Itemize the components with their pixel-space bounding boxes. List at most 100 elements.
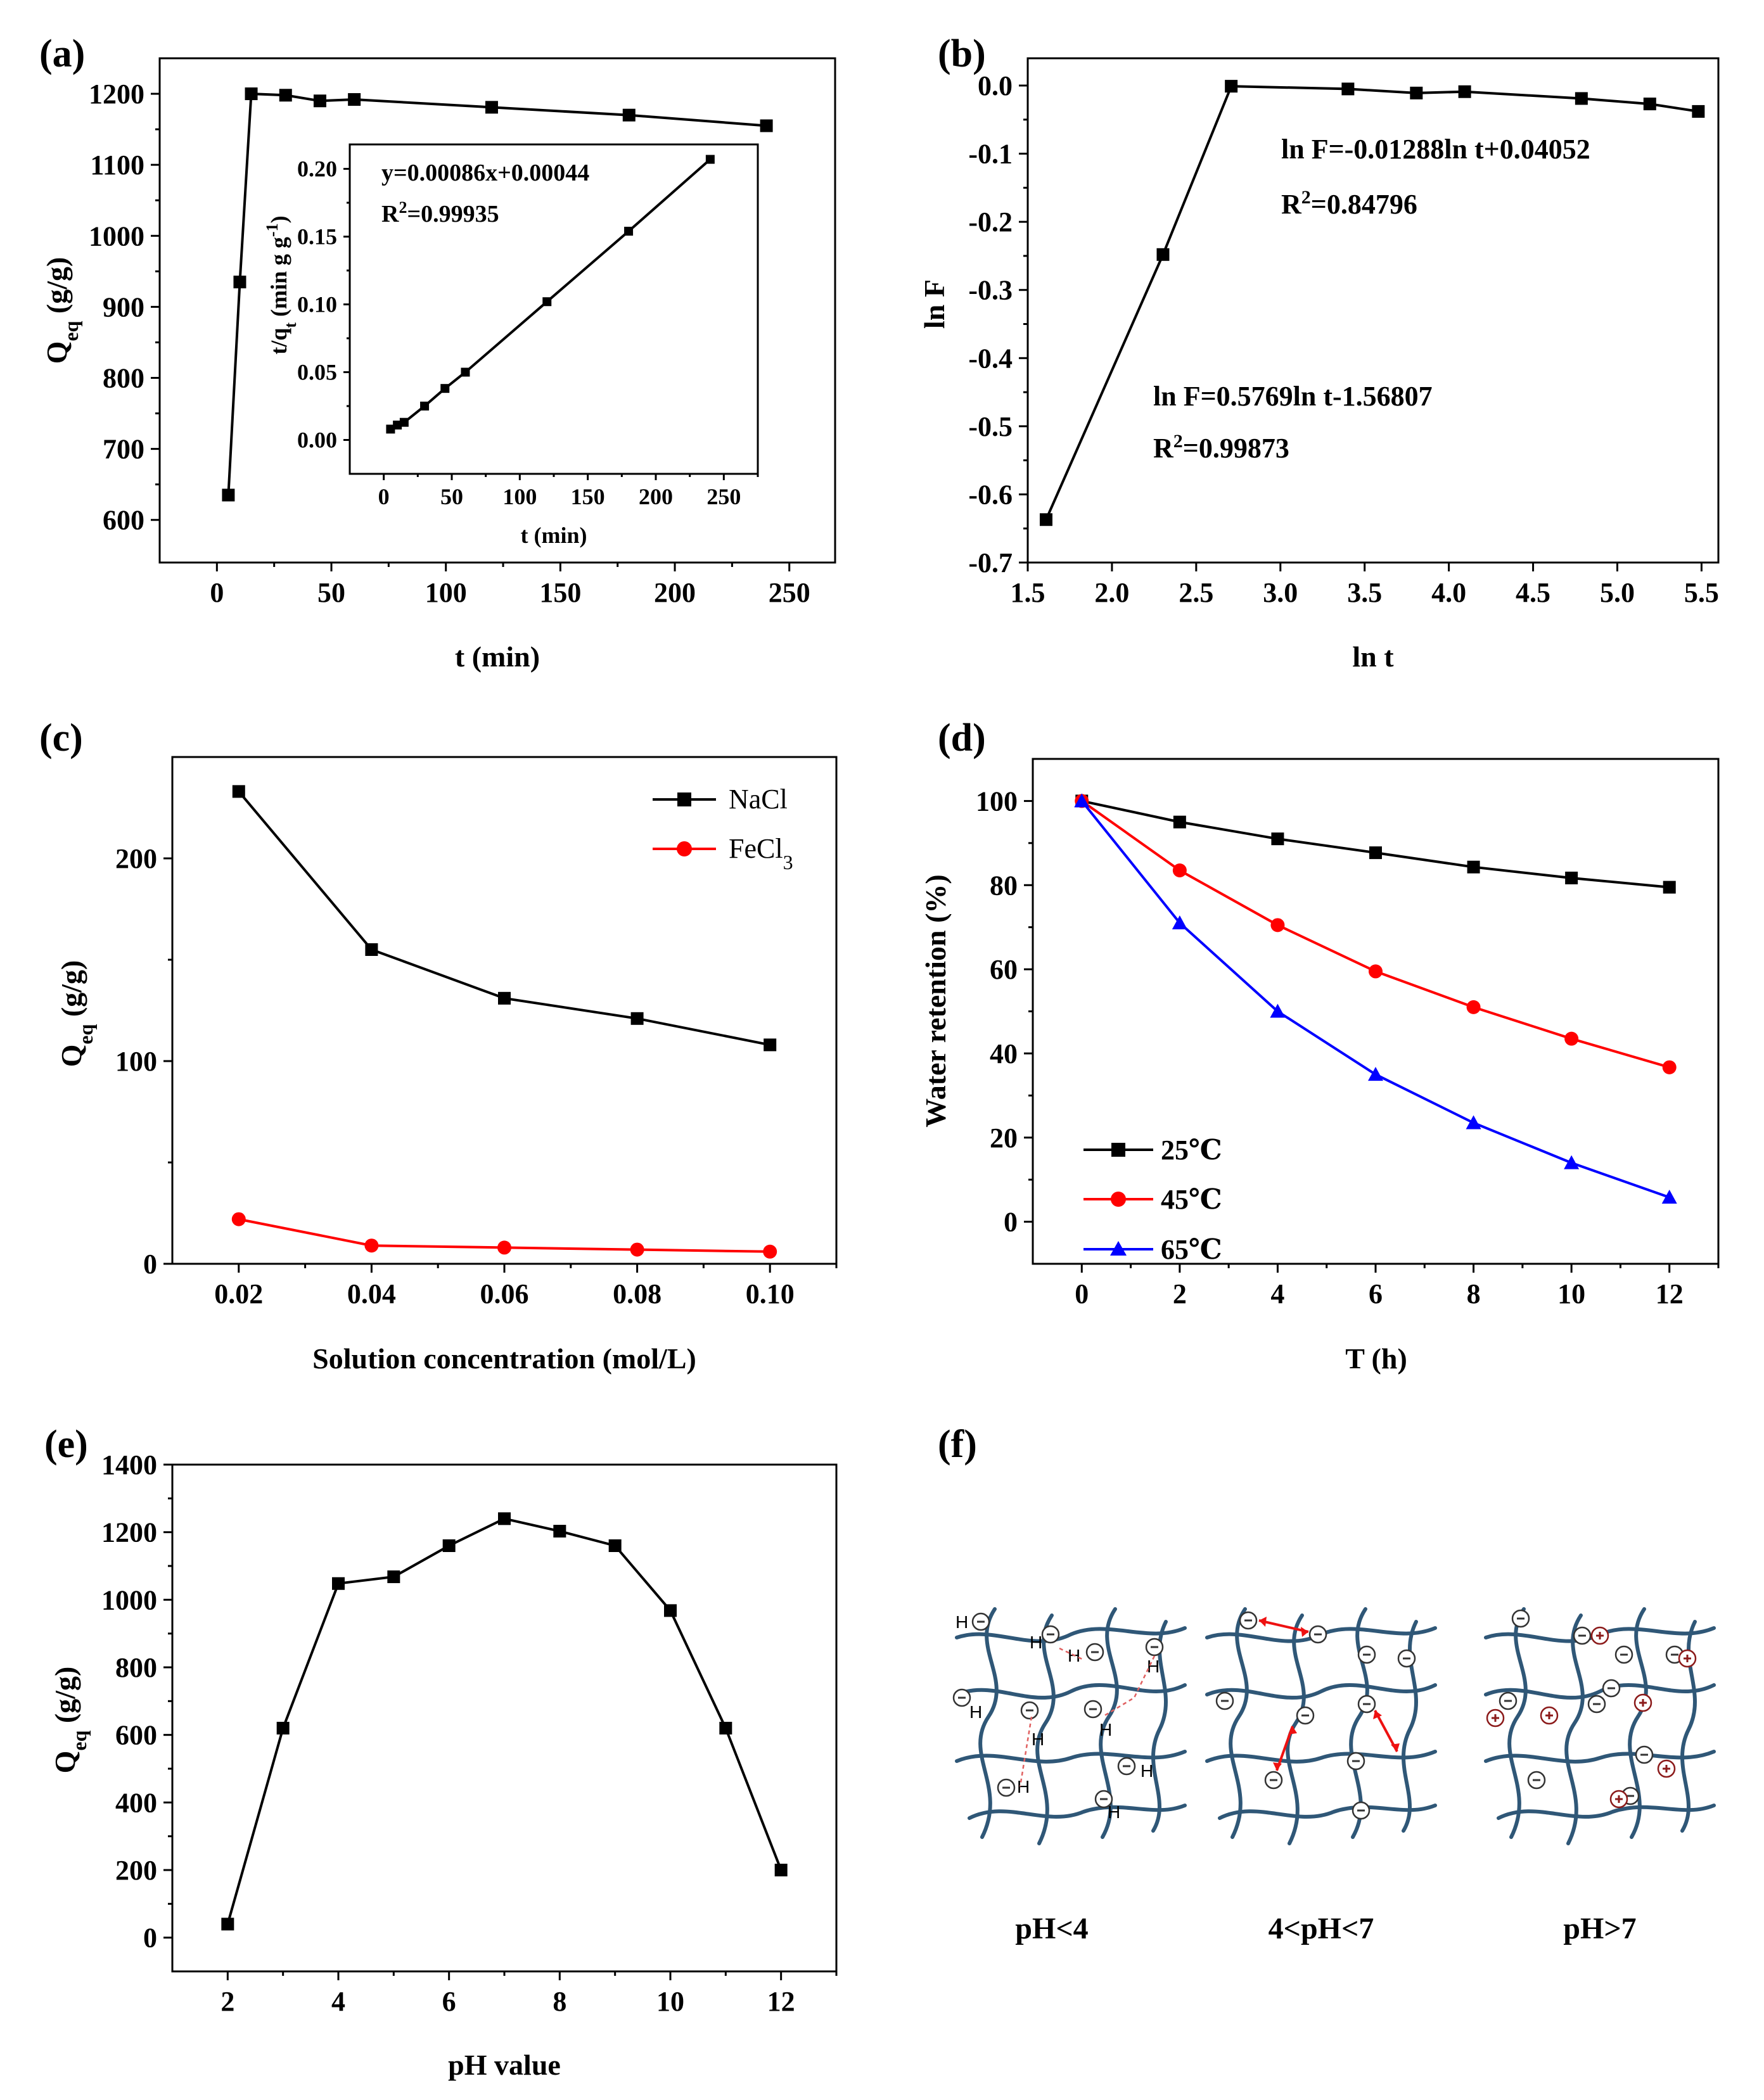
y-tick-label: -0.3 — [968, 275, 1013, 306]
x-ticks-e: 2 4 6 8 10 12 — [220, 1971, 838, 2017]
x-tick-label: 10 — [1557, 1278, 1585, 1309]
x-ticks-b: 1.5 2.0 2.5 3.0 3.5 4.0 4.5 5.0 5.5 — [1011, 563, 1719, 608]
y-tick-label: -0.5 — [968, 411, 1013, 442]
y-tick-label: 600 — [115, 1720, 157, 1751]
qeq-a-point — [760, 119, 773, 132]
x-ticks-d: 0 2 4 6 8 10 12 — [1075, 1264, 1720, 1309]
x-tick-label: 3.5 — [1347, 577, 1382, 608]
chain — [978, 1607, 999, 1839]
y-tick-label: 1200 — [101, 1517, 157, 1548]
x-tick-label: 100 — [425, 577, 467, 608]
arrow-head — [1373, 1710, 1382, 1719]
inset-r2-label: R — [381, 201, 399, 227]
hydrogen-label: H — [1108, 1802, 1120, 1822]
annotation-b-2-r2-value: =0.99873 — [1183, 433, 1289, 464]
y-tick-label: 1000 — [101, 1584, 157, 1615]
inset-point — [420, 402, 430, 411]
inset-r2: R2=0.99935 — [381, 198, 499, 228]
temp-25-point — [1369, 846, 1382, 860]
ph-qeq-line — [226, 1517, 783, 1925]
y-tick-label: 800 — [115, 1652, 157, 1683]
hydrogen-bond — [1019, 1647, 1156, 1787]
x-axis-title-b: ln t — [1352, 640, 1394, 673]
chain — [1205, 1750, 1437, 1764]
y-tick-label: 900 — [103, 291, 144, 322]
chain — [1035, 1613, 1056, 1845]
series-d — [1074, 793, 1677, 1204]
y-ticks-b: 0.0 -0.1 -0.2 -0.3 -0.4 -0.5 -0.6 -0.7 — [968, 70, 1028, 578]
temp-45-point — [1662, 1060, 1677, 1074]
temp-45-point — [1369, 964, 1383, 979]
y-tick-label: -0.1 — [968, 139, 1013, 170]
inset-y-ticks: 0.00 0.05 0.10 0.15 0.20 — [297, 156, 350, 453]
y-tick-label: 700 — [103, 434, 144, 465]
hydrogen-label: H — [1032, 1729, 1044, 1749]
y-tick-label: -0.2 — [968, 207, 1013, 238]
panel-d: (d) 0 2 4 6 8 10 12 0 20 40 60 80 100 T (h) Water r… — [919, 716, 1720, 1375]
lnf-point — [1225, 80, 1238, 93]
y-tick-label: 0 — [1004, 1207, 1018, 1238]
qeq-a-point — [245, 87, 258, 101]
arrow-head — [1288, 1726, 1297, 1734]
x-tick-label: 250 — [706, 484, 741, 509]
qeq-a-point — [313, 94, 326, 108]
chain — [1497, 1804, 1716, 1820]
arrow-head — [1273, 1762, 1282, 1771]
temp-65-point — [1661, 1190, 1677, 1204]
x-tick-label: 12 — [1656, 1278, 1684, 1309]
inset-r2-value: =0.99935 — [407, 201, 499, 227]
y-tick-label: 100 — [115, 1046, 157, 1077]
y-tick-label: 0.20 — [297, 156, 337, 182]
annotation-b-2-r2-sup: 2 — [1173, 431, 1183, 452]
y-axis-title-c-unit: (g/g) — [55, 960, 87, 1024]
nacl-line — [238, 791, 770, 1047]
x-tick-label: 2.0 — [1094, 577, 1129, 608]
y-tick-label: 20 — [990, 1123, 1018, 1154]
nacl-point — [764, 1038, 777, 1052]
inset-x-title: t (min) — [521, 523, 587, 548]
ph-qeq-point — [332, 1577, 345, 1590]
x-tick-label: 10 — [656, 1986, 684, 2017]
chain — [1484, 1683, 1716, 1700]
y-ticks-c: 0 100 200 — [115, 843, 172, 1280]
y-tick-label: -0.7 — [968, 547, 1013, 578]
lnf-point — [1039, 513, 1052, 526]
annotation-b-2: ln F=0.5769ln t-1.56807 — [1153, 381, 1433, 412]
y-axis-title-b: ln F — [918, 279, 950, 329]
y-tick-label: 200 — [115, 1855, 157, 1886]
annotation-b-2-r2-label: R — [1153, 433, 1174, 464]
lnf-point — [1410, 86, 1423, 99]
inset-point — [386, 424, 395, 434]
series-c — [231, 785, 777, 1259]
x-axis-title-e: pH value — [448, 2049, 561, 2081]
nacl-point — [365, 943, 378, 956]
ph-qeq-point — [664, 1604, 677, 1617]
chain — [1229, 1607, 1249, 1839]
y-tick-label: 0.00 — [297, 428, 337, 453]
network-neutral — [1205, 1607, 1437, 1845]
x-tick-label: 50 — [440, 484, 463, 509]
x-tick-label: 250 — [769, 577, 810, 608]
qeq-a-point — [348, 93, 361, 106]
panel-e: (e) 2 4 6 8 10 12 0 200 400 600 800 1000 1200 1400 p… — [44, 1423, 838, 2081]
y-tick-label: 600 — [103, 505, 144, 536]
chain — [968, 1804, 1187, 1820]
lnf-point — [1341, 82, 1355, 96]
y-tick-label: 0.10 — [297, 292, 337, 317]
series-e — [221, 1512, 788, 1931]
x-tick-label: 4 — [1270, 1278, 1284, 1309]
x-axis-title-a: t (min) — [455, 640, 540, 673]
x-tick-label: 0 — [210, 577, 224, 608]
chain — [1507, 1607, 1528, 1839]
fecl3-point — [630, 1242, 644, 1257]
axes-frame-b — [1026, 57, 1720, 564]
y-tick-label: 1200 — [89, 79, 144, 110]
y-tick-label: 800 — [103, 363, 144, 394]
inset-r2-sup: 2 — [399, 198, 407, 217]
qeq-a-point — [222, 488, 235, 502]
legend-c-nacl-label: NaCl — [729, 784, 788, 815]
y-axis-title-c-main: Q — [55, 1045, 87, 1067]
x-ticks-c: 0.02 0.04 0.06 0.08 0.10 — [214, 1264, 838, 1309]
